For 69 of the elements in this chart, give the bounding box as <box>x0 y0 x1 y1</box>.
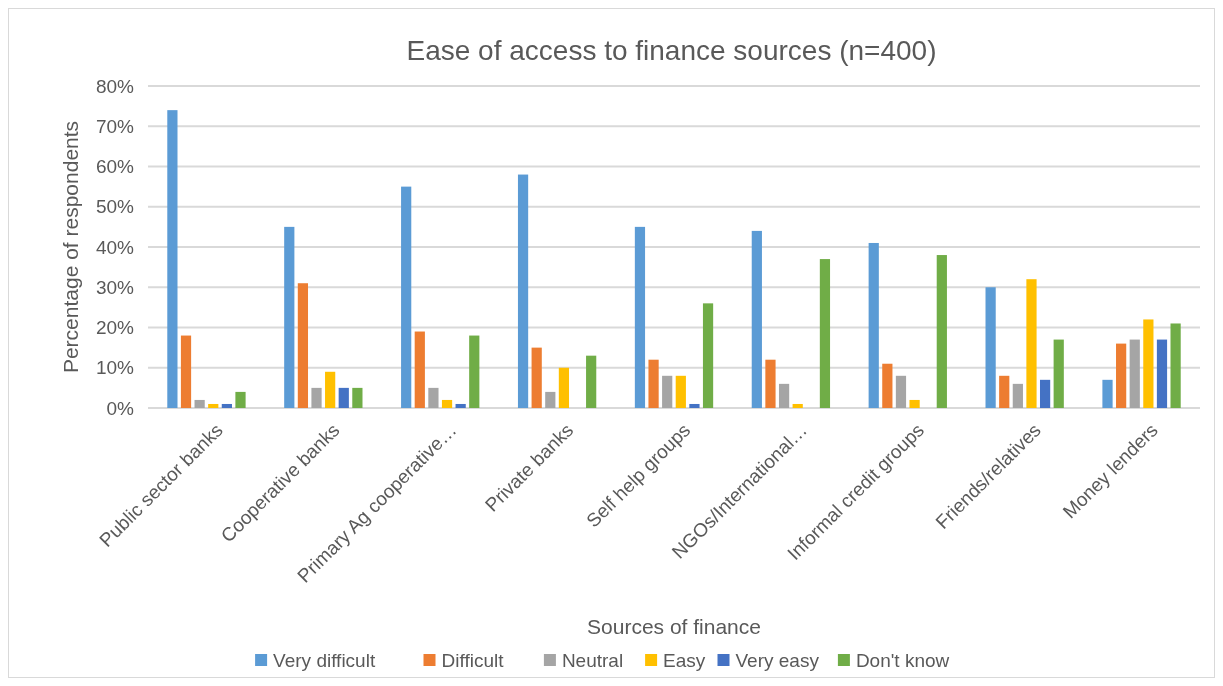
bar <box>1102 379 1113 408</box>
legend-label: Easy <box>663 649 706 671</box>
legend-label: Very difficult <box>273 649 376 671</box>
y-tick-label: 30% <box>95 276 135 298</box>
legend-label: Difficult <box>441 649 505 671</box>
chart-title: Ease of access to finance sources (n=400) <box>406 35 937 66</box>
bar <box>909 399 920 408</box>
bar <box>675 375 686 408</box>
bar <box>778 383 790 408</box>
y-tick-label: 50% <box>95 196 135 218</box>
bar <box>1170 323 1181 408</box>
bar <box>455 403 466 408</box>
bar <box>1012 383 1023 408</box>
y-tick-label: 70% <box>95 115 135 137</box>
bar <box>936 255 947 408</box>
bar <box>751 230 762 408</box>
y-tick-label: 80% <box>95 75 135 97</box>
bar <box>558 367 570 408</box>
bar <box>297 283 309 408</box>
bar <box>167 110 178 408</box>
bar <box>999 375 1010 408</box>
bar <box>235 391 246 408</box>
bar <box>1156 339 1168 408</box>
bar <box>428 387 439 408</box>
bar <box>531 347 542 408</box>
bar <box>469 335 480 408</box>
bar <box>545 391 556 408</box>
bar <box>882 363 893 408</box>
bar <box>1026 279 1037 408</box>
y-axis-title: Percentage of respondents <box>59 120 82 374</box>
bar <box>517 174 529 408</box>
bar <box>1053 339 1064 408</box>
bar <box>586 355 597 408</box>
bar <box>985 287 996 408</box>
bar <box>895 375 907 408</box>
y-tick-label: 10% <box>95 357 135 379</box>
bar <box>648 359 659 408</box>
y-tick-label: 60% <box>95 156 135 178</box>
bar <box>819 259 831 408</box>
bar <box>1143 319 1154 408</box>
bar <box>441 399 453 408</box>
bar <box>1129 339 1140 408</box>
x-axis-title: Sources of finance <box>587 615 761 638</box>
bar <box>194 399 205 408</box>
y-tick-label: 40% <box>95 236 135 258</box>
bar <box>284 226 295 408</box>
bar <box>311 387 322 408</box>
bar <box>792 403 803 408</box>
y-tick-label: 20% <box>95 317 135 339</box>
bar <box>765 359 776 408</box>
y-tick-label: 0% <box>106 397 135 419</box>
bar <box>352 387 363 408</box>
bar <box>1116 343 1127 408</box>
bar <box>702 303 714 408</box>
legend-label: Neutral <box>561 649 624 671</box>
bar <box>221 403 232 408</box>
bar <box>208 403 219 408</box>
bar <box>634 226 646 408</box>
bar <box>1039 379 1051 408</box>
legend-label: Don't know <box>855 649 950 671</box>
legend-label: Very easy <box>735 649 820 671</box>
bar <box>662 375 673 408</box>
bar <box>180 335 192 408</box>
bar <box>868 242 879 408</box>
bar <box>325 371 336 408</box>
bar <box>689 403 700 408</box>
bar <box>338 387 349 408</box>
bar <box>414 331 425 408</box>
bar <box>401 186 412 408</box>
